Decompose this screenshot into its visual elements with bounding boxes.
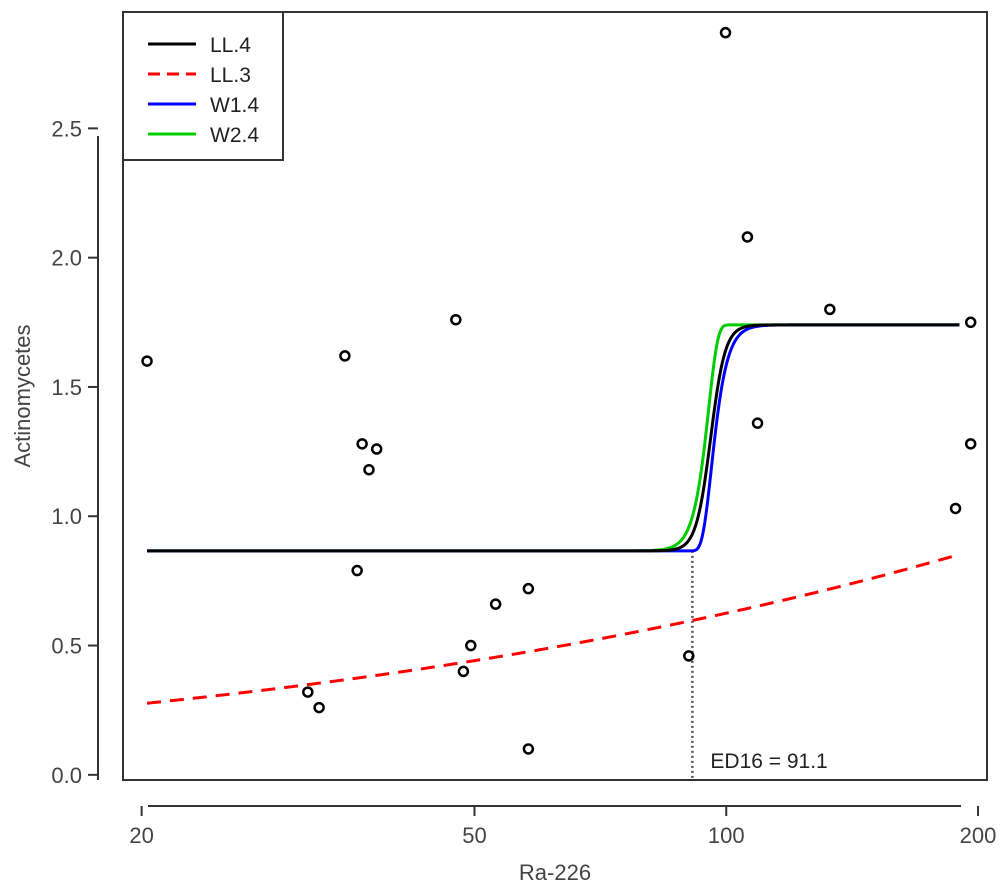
- data-point: [450, 313, 462, 326]
- data-point: [302, 686, 314, 698]
- y-axis-label: Actinomycetes: [10, 324, 35, 467]
- data-point: [313, 701, 325, 714]
- x-axis-label: Ra-226: [519, 860, 591, 885]
- legend-label: W2.4: [210, 124, 259, 147]
- data-point: [465, 639, 477, 652]
- curve-ll3: [146, 553, 960, 705]
- y-tick-label: 1.5: [51, 375, 82, 400]
- data-points: [141, 26, 977, 755]
- data-point: [339, 350, 351, 362]
- x-tick-label: 100: [708, 823, 745, 848]
- curve-w14: [147, 323, 960, 553]
- data-point: [964, 316, 977, 329]
- ed-label: ED16 = 91.1: [710, 750, 827, 773]
- legend-label: W1.4: [210, 94, 259, 117]
- data-point: [356, 438, 368, 450]
- legend: LL.4 LL.3 W1.4 W2.4: [122, 11, 284, 161]
- curve-w24: [147, 323, 960, 553]
- data-point: [351, 564, 363, 577]
- y-tick-label: 0.5: [51, 634, 82, 659]
- data-point: [363, 463, 375, 476]
- y-axis: 0.0 0.5 1.0 1.5 2.0 2.5 Actinomycetes: [10, 116, 99, 788]
- y-tick-label: 1.0: [51, 504, 82, 529]
- legend-label: LL.4: [210, 34, 251, 57]
- data-point: [964, 438, 977, 450]
- data-point: [370, 443, 383, 455]
- data-point: [751, 417, 764, 429]
- x-tick-label: 50: [462, 823, 486, 848]
- data-point: [949, 502, 962, 515]
- fitted-curves: [146, 323, 960, 705]
- x-tick-label: 20: [129, 823, 153, 848]
- data-point: [522, 743, 535, 755]
- y-tick-label: 2.5: [51, 116, 82, 141]
- y-tick-label: 0.0: [51, 763, 82, 788]
- x-tick-label: 200: [960, 823, 997, 848]
- legend-label: LL.3: [210, 64, 251, 87]
- data-point: [824, 303, 836, 316]
- data-point: [141, 355, 153, 367]
- x-axis: 20 50 100 200 Ra-226: [129, 805, 997, 885]
- data-point: [489, 598, 502, 610]
- data-point: [457, 665, 470, 678]
- plot-frame: [122, 11, 988, 781]
- y-tick-label: 2.0: [51, 246, 82, 271]
- ed-marker: ED16 = 91.1: [691, 550, 828, 780]
- data-point: [741, 231, 754, 243]
- curve-ll4: [147, 323, 960, 553]
- data-point: [522, 582, 535, 595]
- data-point: [719, 26, 732, 39]
- data-point: [683, 650, 695, 662]
